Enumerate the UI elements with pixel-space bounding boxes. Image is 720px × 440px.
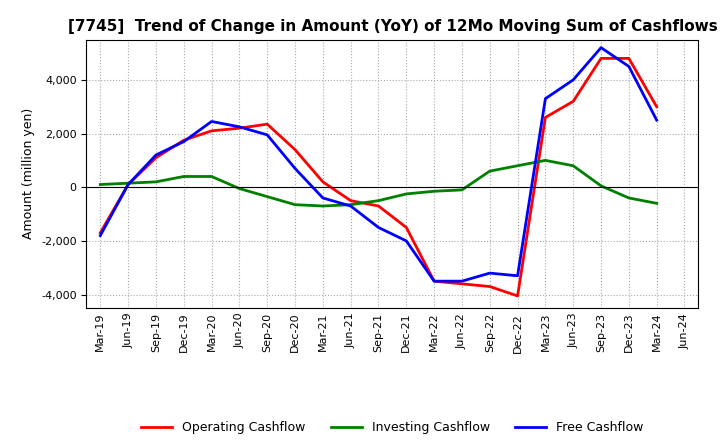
Free Cashflow	[430, 279, 438, 284]
Operating Cashflow	[430, 279, 438, 284]
Free Cashflow	[652, 117, 661, 123]
Free Cashflow	[569, 77, 577, 82]
Operating Cashflow	[569, 99, 577, 104]
Operating Cashflow	[96, 230, 104, 235]
Investing Cashflow	[291, 202, 300, 207]
Investing Cashflow	[485, 169, 494, 174]
Free Cashflow	[346, 203, 355, 209]
Investing Cashflow	[318, 203, 327, 209]
Operating Cashflow	[624, 56, 633, 61]
Free Cashflow	[624, 64, 633, 69]
Operating Cashflow	[652, 104, 661, 109]
Free Cashflow	[96, 233, 104, 238]
Operating Cashflow	[346, 198, 355, 203]
Free Cashflow	[291, 166, 300, 171]
Free Cashflow	[402, 238, 410, 244]
Investing Cashflow	[430, 189, 438, 194]
Operating Cashflow	[485, 284, 494, 289]
Investing Cashflow	[402, 191, 410, 197]
Operating Cashflow	[458, 281, 467, 286]
Operating Cashflow	[597, 56, 606, 61]
Operating Cashflow	[318, 179, 327, 184]
Line: Free Cashflow: Free Cashflow	[100, 48, 657, 281]
Free Cashflow	[263, 132, 271, 138]
Free Cashflow	[541, 96, 550, 101]
Line: Investing Cashflow: Investing Cashflow	[100, 160, 657, 206]
Free Cashflow	[318, 195, 327, 201]
Investing Cashflow	[96, 182, 104, 187]
Operating Cashflow	[179, 138, 188, 143]
Line: Operating Cashflow: Operating Cashflow	[100, 59, 657, 296]
Investing Cashflow	[263, 194, 271, 199]
Free Cashflow	[485, 271, 494, 276]
Operating Cashflow	[291, 147, 300, 152]
Free Cashflow	[458, 279, 467, 284]
Investing Cashflow	[152, 179, 161, 184]
Investing Cashflow	[458, 187, 467, 193]
Operating Cashflow	[513, 293, 522, 299]
Operating Cashflow	[124, 182, 132, 187]
Investing Cashflow	[207, 174, 216, 179]
Investing Cashflow	[179, 174, 188, 179]
Investing Cashflow	[624, 195, 633, 201]
Investing Cashflow	[652, 201, 661, 206]
Investing Cashflow	[569, 163, 577, 169]
Free Cashflow	[374, 225, 383, 230]
Investing Cashflow	[513, 163, 522, 169]
Title: [7745]  Trend of Change in Amount (YoY) of 12Mo Moving Sum of Cashflows: [7745] Trend of Change in Amount (YoY) o…	[68, 19, 717, 34]
Investing Cashflow	[374, 198, 383, 203]
Operating Cashflow	[402, 225, 410, 230]
Operating Cashflow	[374, 203, 383, 209]
Free Cashflow	[597, 45, 606, 50]
Free Cashflow	[513, 273, 522, 279]
Investing Cashflow	[346, 202, 355, 207]
Operating Cashflow	[152, 155, 161, 160]
Operating Cashflow	[235, 125, 243, 131]
Operating Cashflow	[263, 121, 271, 127]
Y-axis label: Amount (million yen): Amount (million yen)	[22, 108, 35, 239]
Free Cashflow	[124, 182, 132, 187]
Investing Cashflow	[597, 183, 606, 188]
Investing Cashflow	[235, 186, 243, 191]
Free Cashflow	[207, 119, 216, 124]
Free Cashflow	[152, 152, 161, 158]
Investing Cashflow	[541, 158, 550, 163]
Operating Cashflow	[207, 128, 216, 133]
Operating Cashflow	[541, 115, 550, 120]
Free Cashflow	[235, 124, 243, 129]
Legend: Operating Cashflow, Investing Cashflow, Free Cashflow: Operating Cashflow, Investing Cashflow, …	[136, 416, 649, 439]
Free Cashflow	[179, 139, 188, 144]
Investing Cashflow	[124, 180, 132, 186]
